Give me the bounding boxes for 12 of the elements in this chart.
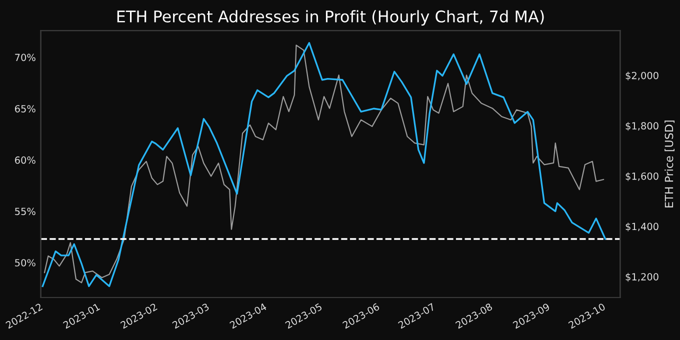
y2-tick-label: $1,200 <box>626 272 658 282</box>
chart-title: ETH Percent Addresses in Profit (Hourly Chart, 7d MA) <box>117 10 544 26</box>
y-tick-label: 50% <box>15 259 36 266</box>
y2-axis-title: ETH Price [USD] <box>664 120 675 208</box>
y-tick-label: 55% <box>15 208 36 216</box>
y-tick-label: 70% <box>15 54 36 62</box>
y2-tick-label: $1,800 <box>626 122 658 131</box>
y2-tick-label: $1,400 <box>626 222 658 232</box>
y2-tick-label: $1,600 <box>626 172 658 182</box>
y2-tick-label: $2,000 <box>626 72 658 80</box>
y-tick-label: 60% <box>15 156 36 164</box>
y-tick-label: 65% <box>15 105 36 112</box>
